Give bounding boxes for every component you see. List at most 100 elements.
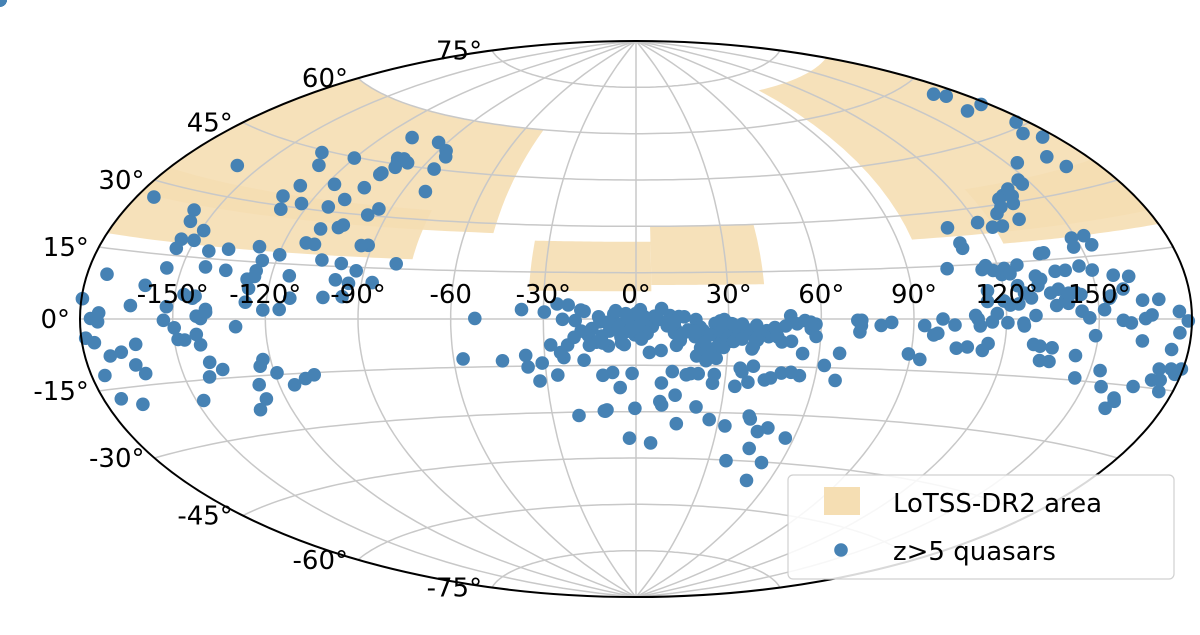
- quasar-point: [555, 312, 570, 327]
- quasar-point: [1032, 353, 1047, 368]
- quasar-point: [1083, 311, 1097, 325]
- quasar-point: [990, 306, 1005, 321]
- quasar-point: [978, 258, 993, 273]
- latitude-tick-labels: -75° -60° -45° -30° -15° 0° 15° 30° 45° 60° 75°: [33, 37, 482, 604]
- longitude-tick-label: 150°: [1068, 280, 1131, 310]
- quasar-point: [270, 366, 284, 380]
- longitude-tick-label: -120°: [229, 280, 301, 310]
- quasar-point: [1124, 316, 1139, 330]
- quasar-point: [665, 364, 680, 379]
- quasar-point: [974, 97, 988, 112]
- quasar-point: [613, 380, 627, 395]
- quasar-point: [100, 267, 114, 282]
- quasar-point: [953, 236, 967, 250]
- quasar-point: [1040, 150, 1054, 164]
- quasar-point: [1035, 130, 1050, 144]
- quasar-point: [400, 156, 415, 170]
- quasar-point: [537, 305, 552, 319]
- quasar-point: [901, 347, 916, 361]
- quasar-point: [365, 275, 380, 290]
- quasar-point: [577, 304, 591, 319]
- parallel-line: [491, 50, 781, 89]
- quasar-point: [334, 256, 349, 271]
- quasar-point: [960, 104, 975, 118]
- quasar-point: [667, 314, 682, 328]
- quasar-point: [293, 178, 308, 193]
- quasar-point: [612, 319, 626, 334]
- quasar-point: [196, 393, 211, 408]
- quasar-point: [778, 319, 793, 333]
- latitude-tick-label: 45°: [187, 108, 233, 138]
- longitude-tick-label: 0°: [621, 280, 651, 310]
- longitude-tick-labels: -150° -120° -90° -60 -30° 0° 30° 60° 90° 120° 150°: [137, 280, 1131, 310]
- quasar-point: [1029, 308, 1043, 323]
- quasar-point: [167, 321, 181, 335]
- quasar-point: [360, 208, 375, 222]
- quasar-point: [98, 368, 112, 383]
- quasar-point: [129, 358, 143, 372]
- quasar-point: [568, 313, 582, 328]
- quasar-point: [739, 473, 754, 488]
- quasar-point: [219, 263, 233, 278]
- quasar-point: [438, 150, 453, 164]
- quasar-point: [1173, 326, 1187, 340]
- quasar-point: [138, 366, 153, 381]
- quasar-point: [354, 238, 369, 253]
- quasar-point: [189, 327, 204, 342]
- quasar-point: [335, 289, 349, 304]
- projection-boundary: [79, 40, 1193, 598]
- longitude-tick-label: 60°: [798, 280, 844, 310]
- quasar-point: [1106, 268, 1120, 283]
- quasar-point: [643, 436, 658, 450]
- quasar-point: [784, 365, 798, 380]
- latitude-tick-label: 30°: [98, 166, 144, 196]
- quasar-point: [985, 220, 1000, 234]
- quasar-point: [784, 334, 799, 349]
- longitude-tick-label: -150°: [137, 280, 209, 310]
- quasar-point: [123, 298, 138, 313]
- quasar-point: [1093, 363, 1107, 378]
- quasar-point: [874, 318, 888, 333]
- quasar-point: [1066, 240, 1081, 254]
- quasar-point: [543, 338, 558, 352]
- quasar-point: [741, 375, 755, 390]
- quasar-point: [561, 298, 575, 312]
- quasar-point: [599, 315, 614, 330]
- latitude-tick-label: -15°: [33, 377, 88, 407]
- parallel-line: [357, 77, 915, 135]
- quasar-point: [884, 315, 899, 330]
- quasar-point: [1048, 264, 1062, 279]
- quasar-point: [0, 0, 7, 7]
- quasar-point: [238, 295, 253, 310]
- parallel-line: [98, 246, 1174, 274]
- quasar-point: [1088, 328, 1103, 343]
- quasar-point: [795, 346, 810, 361]
- quasar-point: [718, 419, 732, 433]
- quasar-point: [307, 368, 322, 382]
- quasar-point: [1068, 348, 1083, 363]
- quasar-point: [1017, 316, 1031, 331]
- quasar-point: [202, 244, 216, 258]
- quasar-point: [1164, 362, 1178, 376]
- quasar-point: [341, 276, 356, 291]
- quasar-point: [582, 338, 597, 353]
- quasar-point: [761, 421, 775, 435]
- quasar-point: [159, 299, 174, 314]
- quasar-point: [1072, 259, 1086, 273]
- quasar-point: [1152, 384, 1166, 399]
- quasar-point: [187, 233, 201, 248]
- quasar-point: [654, 343, 668, 358]
- quasar-point: [596, 336, 610, 350]
- quasar-point: [193, 338, 208, 352]
- quasar-point: [315, 145, 329, 160]
- quasar-point: [1085, 263, 1099, 277]
- quasar-point: [1107, 391, 1121, 405]
- quasar-point: [628, 401, 642, 416]
- quasar-point: [185, 291, 200, 306]
- quasar-point: [331, 220, 346, 235]
- quasar-point: [272, 248, 287, 262]
- quasar-point: [746, 359, 761, 374]
- quasar-point: [970, 215, 985, 230]
- quasar-point: [1152, 362, 1166, 376]
- quasar-point: [1172, 304, 1187, 319]
